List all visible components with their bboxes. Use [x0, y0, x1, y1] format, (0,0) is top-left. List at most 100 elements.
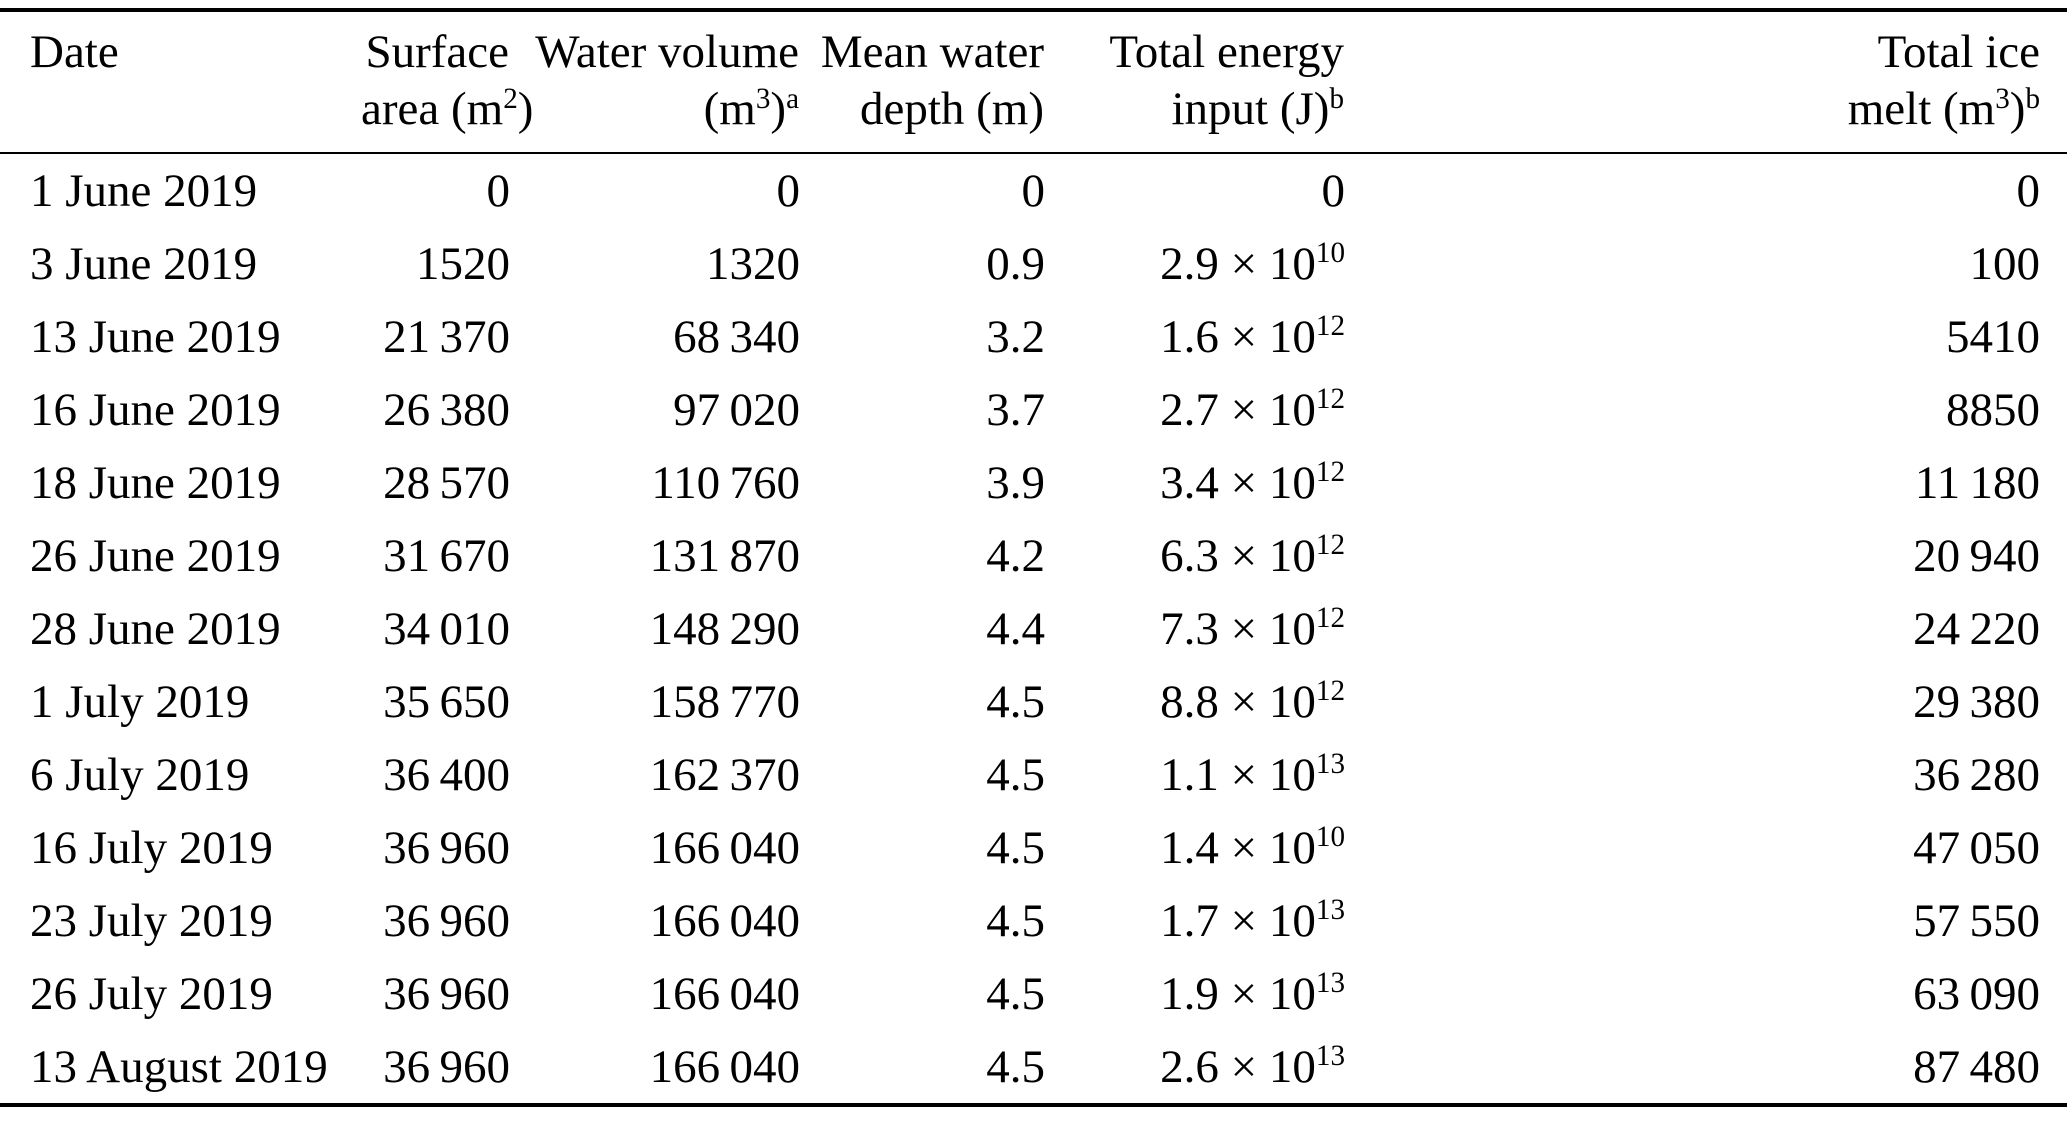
energy-mantissa: 8.8 × 10: [1160, 675, 1316, 728]
header-row: Date Surface area (m2) Water volume (m3)…: [0, 10, 2067, 154]
energy-mantissa: 1.9 × 10: [1160, 967, 1316, 1020]
cell-total-energy-input: 1.9 × 1013: [1045, 957, 1345, 1030]
cell-total-ice-melt: 100: [1969, 237, 2041, 290]
cell-total-energy-input: 1.4 × 1010: [1045, 811, 1345, 884]
energy-exponent: 13: [1315, 967, 1345, 1000]
lake-evolution-table: Date Surface area (m2) Water volume (m3)…: [0, 8, 2067, 1107]
cell-water-volume: 110 760: [651, 456, 800, 509]
header-volume-close-paren: ): [770, 83, 787, 135]
header-energy-line2: input (J)b: [1171, 83, 1344, 135]
cell-date: 1 June 2019: [30, 164, 258, 217]
cell-date: 13 June 2019: [30, 310, 281, 363]
cell-water-volume: 97 020: [673, 383, 800, 436]
table-row: 23 July 2019 36 960 166 040 4.5 1.7 × 1013 57…: [0, 884, 2067, 957]
energy-mantissa: 6.3 × 10: [1160, 529, 1316, 582]
header-melt-footnote-marker: b: [2025, 82, 2040, 115]
energy-mantissa: 7.3 × 10: [1160, 602, 1316, 655]
energy-mantissa: 1.7 × 10: [1160, 894, 1316, 947]
cell-surface-area: 36 960: [383, 1040, 510, 1093]
cell-mean-water-depth: 4.5: [986, 1040, 1045, 1093]
cell-water-volume: 166 040: [649, 894, 800, 947]
energy-exponent: 10: [1315, 237, 1345, 270]
cell-mean-water-depth: 0: [1021, 164, 1046, 217]
header-melt-line2-text: melt (m: [1847, 83, 1996, 135]
cell-total-ice-melt: 29 380: [1913, 675, 2040, 728]
cell-total-ice-melt: 5410: [1946, 310, 2040, 363]
energy-exponent: 12: [1315, 310, 1345, 343]
cell-date: 28 June 2019: [30, 602, 281, 655]
energy-exponent: 13: [1315, 1040, 1345, 1073]
col-header-total-ice-melt: Total ice melt (m3)b: [1345, 10, 2067, 154]
table-row: 28 June 2019 34 010 148 290 4.4 7.3 × 1012 24…: [0, 592, 2067, 665]
cell-date: 26 July 2019: [30, 967, 273, 1020]
cell-water-volume: 166 040: [649, 821, 800, 874]
cell-date: 16 July 2019: [30, 821, 273, 874]
cell-total-ice-melt: 63 090: [1913, 967, 2040, 1020]
energy-mantissa: 1.6 × 10: [1160, 310, 1316, 363]
cell-surface-area: 28 570: [383, 456, 510, 509]
header-depth-line2: depth (m): [859, 83, 1044, 135]
table-row: 6 July 2019 36 400 162 370 4.5 1.1 × 1013 36 …: [0, 738, 2067, 811]
cell-total-ice-melt: 8850: [1946, 383, 2040, 436]
header-surface-exponent: 2: [503, 82, 518, 115]
energy-exponent: 13: [1315, 748, 1345, 781]
header-energy-line1: Total energy: [1109, 26, 1344, 78]
cell-date: 1 July 2019: [30, 675, 250, 728]
header-depth-line1: Mean water: [820, 26, 1044, 78]
header-melt-close-paren: ): [2009, 83, 2026, 135]
header-surface-close-paren: ): [517, 83, 534, 135]
header-volume-line2: (m3)a: [704, 83, 799, 135]
cell-total-ice-melt: 20 940: [1913, 529, 2040, 582]
cell-surface-area: 26 380: [383, 383, 510, 436]
cell-water-volume: 158 770: [649, 675, 800, 728]
cell-mean-water-depth: 3.7: [986, 383, 1045, 436]
cell-total-ice-melt: 24 220: [1913, 602, 2040, 655]
cell-surface-area: 31 670: [383, 529, 510, 582]
cell-water-volume: 1320: [706, 237, 800, 290]
cell-surface-area: 34 010: [383, 602, 510, 655]
energy-mantissa: 1.4 × 10: [1160, 821, 1316, 874]
energy-exponent: 12: [1315, 456, 1345, 489]
cell-total-energy-input: 0: [1045, 153, 1346, 227]
cell-surface-area: 36 400: [383, 748, 510, 801]
header-date-label: Date: [30, 26, 119, 78]
cell-date: 18 June 2019: [30, 456, 281, 509]
table-row: 13 August 2019 36 960 166 040 4.5 2.6 × 1013…: [0, 1030, 2067, 1105]
energy-exponent: 10: [1315, 821, 1345, 854]
col-header-mean-water-depth: Mean water depth (m): [800, 10, 1045, 154]
table-row: 1 July 2019 35 650 158 770 4.5 8.8 × 1012 29 …: [0, 665, 2067, 738]
cell-mean-water-depth: 4.2: [986, 529, 1045, 582]
col-header-surface-area: Surface area (m2): [360, 10, 533, 154]
cell-date: 6 July 2019: [30, 748, 250, 801]
cell-mean-water-depth: 4.4: [986, 602, 1045, 655]
cell-total-ice-melt: 47 050: [1913, 821, 2040, 874]
energy-mantissa: 2.7 × 10: [1160, 383, 1316, 436]
energy-exponent: 12: [1315, 602, 1345, 635]
cell-mean-water-depth: 3.9: [986, 456, 1045, 509]
cell-mean-water-depth: 4.5: [986, 675, 1045, 728]
table-row: 26 June 2019 31 670 131 870 4.2 6.3 × 1012 20…: [0, 519, 2067, 592]
cell-water-volume: 162 370: [649, 748, 800, 801]
cell-water-volume: 166 040: [649, 967, 800, 1020]
header-melt-line1: Total ice: [1877, 26, 2040, 78]
cell-total-energy-input: 2.6 × 1013: [1045, 1030, 1345, 1105]
energy-mantissa: 1.1 × 10: [1160, 748, 1316, 801]
table-row: 3 June 2019 1520 1320 0.9 2.9 × 1010 100: [0, 227, 2067, 300]
energy-exponent: 13: [1315, 894, 1345, 927]
cell-total-ice-melt: 0: [2016, 164, 2041, 217]
cell-mean-water-depth: 0.9: [986, 237, 1045, 290]
header-surface-line2-text: area (m: [361, 83, 504, 135]
table-row: 18 June 2019 28 570 110 760 3.9 3.4 × 1012 11…: [0, 446, 2067, 519]
cell-date: 16 June 2019: [30, 383, 281, 436]
energy-exponent: 12: [1315, 675, 1345, 708]
cell-water-volume: 68 340: [673, 310, 800, 363]
cell-total-ice-melt: 57 550: [1913, 894, 2040, 947]
col-header-water-volume: Water volume (m3)a: [510, 10, 800, 154]
cell-date: 13 August 2019: [30, 1040, 328, 1093]
cell-total-energy-input: 1.6 × 1012: [1045, 300, 1345, 373]
header-volume-line1: Water volume: [535, 26, 799, 78]
header-surface-line2: area (m2): [361, 83, 533, 135]
header-energy-footnote-marker: b: [1329, 82, 1344, 115]
cell-surface-area: 35 650: [383, 675, 510, 728]
